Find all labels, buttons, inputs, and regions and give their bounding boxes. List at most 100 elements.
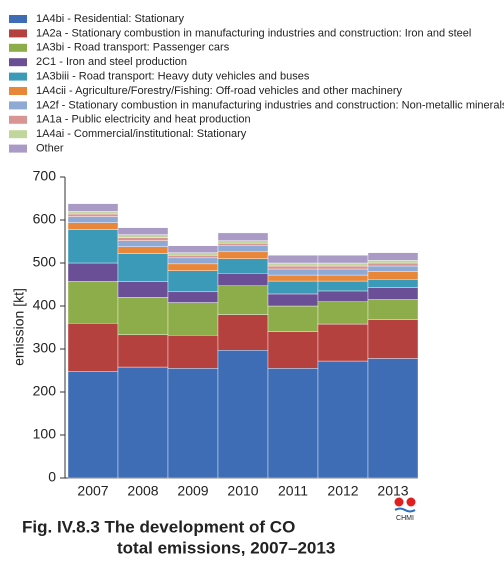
bar-segment — [267, 255, 319, 264]
x-tick-label: 2007 — [77, 483, 108, 499]
bar-segment — [117, 334, 169, 368]
bar-segment — [267, 262, 319, 267]
legend-swatch — [9, 72, 27, 81]
bar-segment — [167, 270, 219, 293]
legend-label: 2C1 - Iron and steel production — [36, 56, 187, 68]
bar-segment — [367, 260, 419, 264]
bar-segment — [167, 335, 219, 369]
x-tick-label: 2011 — [278, 483, 308, 499]
bar-segment — [217, 258, 269, 274]
legend-label: 1A2a - Stationary combustion in manufact… — [36, 27, 471, 39]
legend-swatch — [9, 43, 27, 52]
bar-segment — [167, 257, 219, 265]
chart-title: Fig. IV.8.3 The development of CO — [22, 517, 295, 536]
bar-segment — [317, 262, 369, 267]
legend-label: Other — [36, 143, 64, 155]
legend-swatch — [9, 58, 27, 67]
legend-swatch — [9, 115, 27, 124]
bar-segment — [117, 234, 169, 238]
bar-segment — [67, 262, 119, 282]
bar-segment — [67, 323, 119, 372]
x-tick-label: 2012 — [327, 483, 358, 499]
bar-segment — [217, 350, 269, 479]
bar-segment — [367, 279, 419, 288]
x-tick-label: 2008 — [127, 483, 158, 499]
bar-segment — [317, 268, 369, 276]
bar-segment — [167, 302, 219, 336]
bar-segment — [67, 216, 119, 223]
x-tick-label: 2009 — [177, 483, 208, 499]
bar-segment — [117, 237, 169, 241]
bar-segment — [67, 371, 119, 479]
bar-segment — [317, 255, 369, 264]
legend-swatch — [9, 15, 27, 23]
bar-segment — [117, 281, 169, 298]
bar-segment — [317, 265, 369, 270]
bar-segment — [317, 280, 369, 292]
logo-text: CHMI — [396, 515, 414, 522]
bar-segment — [317, 274, 369, 282]
bar-segment — [67, 211, 119, 215]
bar-segment — [267, 265, 319, 270]
bar-segment — [367, 319, 419, 359]
bar-segment — [217, 314, 269, 351]
bar-segment — [267, 280, 319, 295]
logo — [394, 497, 416, 513]
bar-segment — [67, 222, 119, 230]
bar-segment — [267, 331, 319, 369]
bar-segment — [367, 358, 419, 479]
y-tick-label: 500 — [33, 254, 57, 270]
bar-segment — [67, 213, 119, 217]
bar-segment — [217, 285, 269, 315]
legend-label: 1A3bi - Road transport: Passenger cars — [36, 42, 230, 54]
legend-swatch — [9, 87, 27, 95]
bar-segment — [367, 265, 419, 272]
bar-segment — [267, 368, 319, 479]
bar-segment — [267, 274, 319, 282]
bar-segment — [367, 299, 419, 320]
y-tick-label: 0 — [48, 469, 56, 485]
bar-segment — [117, 366, 169, 479]
bar-segment — [67, 203, 119, 212]
legend-swatch — [9, 144, 27, 153]
x-tick-label: 2010 — [227, 483, 258, 499]
bar-segment — [117, 253, 169, 282]
bar-segment — [117, 246, 169, 254]
bar-segment — [317, 290, 369, 302]
y-tick-label: 400 — [33, 297, 57, 313]
bar-segment — [67, 281, 119, 324]
bar-segment — [217, 273, 269, 286]
bar-segment — [167, 255, 219, 259]
bar-segment — [167, 291, 219, 303]
bar-segment — [267, 305, 319, 332]
bar-segment — [217, 245, 269, 253]
legend-label: 1A2f - Stationary combustion in manufact… — [36, 99, 504, 111]
legend-label: 1A4bi - Residential: Stationary — [36, 13, 184, 25]
y-tick-label: 200 — [33, 383, 57, 399]
bar-segment — [167, 368, 219, 479]
legend-label: 1A4cii - Agriculture/Forestry/Fishing: O… — [36, 85, 403, 97]
bar-segment — [367, 252, 419, 261]
bar-segment — [217, 243, 269, 247]
legend-label: 1A1a - Public electricity and heat produ… — [36, 114, 251, 126]
bar-segment — [167, 252, 219, 256]
legend-swatch — [9, 101, 27, 110]
legend-label: 1A4ai - Commercial/institutional: Statio… — [36, 128, 247, 140]
bar-segment — [67, 229, 119, 264]
bar-segment — [267, 293, 319, 307]
legend-swatch — [9, 130, 27, 139]
bar-segment — [367, 287, 419, 300]
bar-segment — [317, 323, 369, 362]
x-tick-label: 2013 — [377, 483, 408, 499]
y-tick-label: 300 — [33, 340, 57, 356]
y-tick-label: 100 — [33, 426, 57, 442]
legend-swatch — [9, 29, 27, 38]
bar-segment — [167, 245, 219, 253]
bar-segment — [317, 360, 369, 479]
bar-segment — [317, 301, 369, 325]
bar-segment — [117, 240, 169, 247]
bar-segment — [217, 251, 269, 259]
legend-label: 1A3biii - Road transport: Heavy duty veh… — [36, 71, 310, 83]
bar-segment — [367, 262, 419, 267]
